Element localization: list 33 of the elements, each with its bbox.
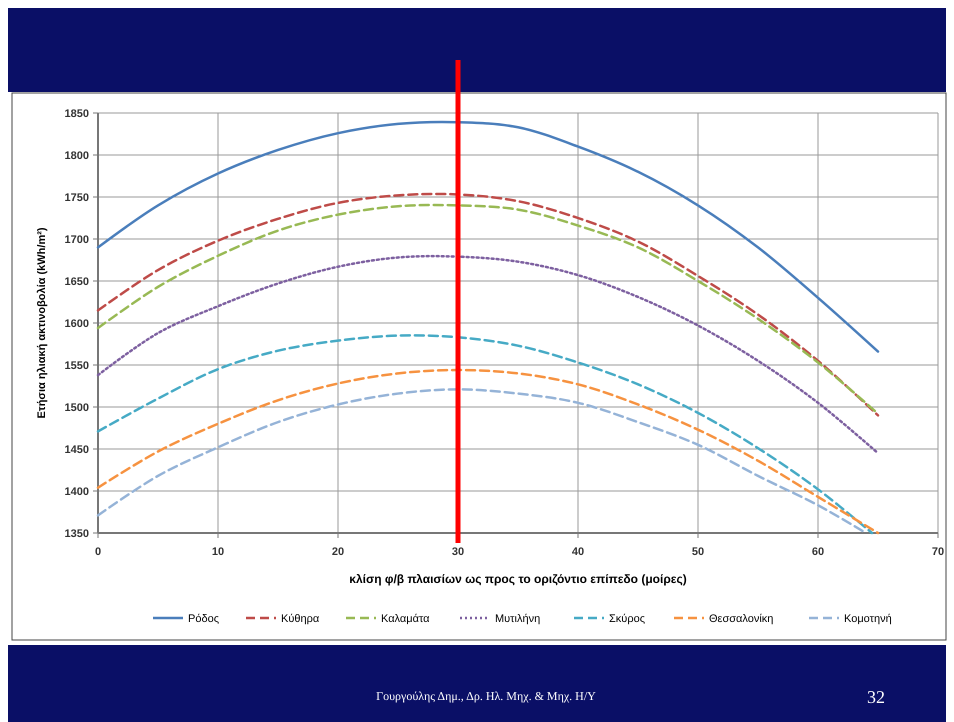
legend-label: Κομοτηνή	[844, 613, 892, 625]
y-tick-label: 1600	[64, 318, 89, 330]
line-series	[96, 254, 880, 454]
y-axis-title: Ετήσια ηλιακή ακτινοβολία (kWh/m²)	[36, 227, 48, 419]
legend-label: Μυτιλήνη	[495, 613, 540, 625]
line-series	[96, 120, 880, 353]
x-tick-label: 60	[812, 546, 824, 558]
text: Γουργούλης Δημ., Δρ. Ηλ. Μηχ. & Μηχ. Η/Υ	[376, 689, 596, 703]
x-axis-title: κλίση φ/β πλαισίων ως προς το οριζόντιο επίπεδο (μοίρες)	[349, 572, 687, 586]
line-series	[96, 334, 874, 534]
x-tick-label: 0	[94, 546, 102, 558]
x-tick-label: 30	[452, 546, 464, 558]
y-tick-label: 1800	[64, 150, 89, 162]
x-tick-label: 10	[212, 546, 224, 558]
legend-label: Ρόδος	[188, 613, 219, 625]
y-tick-label: 1500	[64, 402, 89, 414]
x-tick-label: 70	[932, 546, 944, 558]
y-tick-label: 1700	[64, 234, 89, 246]
y-tick-label: 1400	[64, 486, 89, 498]
y-tick-label: 1650	[64, 276, 89, 288]
y-tick-label: 1850	[64, 108, 89, 120]
x-tick-label: 40	[572, 546, 584, 558]
legend-label: Καλαμάτα	[381, 613, 430, 625]
y-tick-label: 1350	[64, 528, 89, 540]
text: 32	[867, 687, 885, 707]
legend-label: Κύθηρα	[281, 613, 320, 625]
legend-label: Θεσσαλονίκη	[709, 613, 774, 625]
y-tick-label: 1750	[64, 192, 89, 204]
y-tick-label: 1450	[64, 444, 89, 456]
y-tick-label: 1550	[64, 360, 89, 372]
legend-label: Σκύρος	[609, 613, 645, 625]
x-tick-label: 20	[332, 546, 344, 558]
x-tick-label: 50	[692, 546, 704, 558]
